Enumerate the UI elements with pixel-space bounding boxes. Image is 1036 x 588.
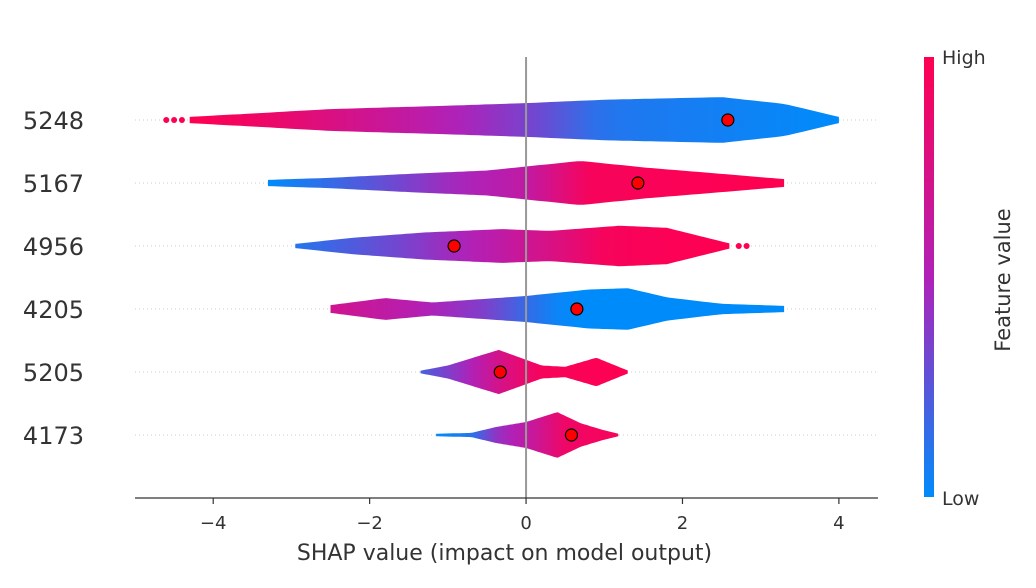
label-feature-4956: 4956 xyxy=(23,233,84,261)
outlier-point xyxy=(735,243,742,249)
colorbar-high-label: High xyxy=(942,47,986,69)
violin-feature-4956 xyxy=(295,225,730,267)
x-axis-title: SHAP value (impact on model output) xyxy=(297,541,712,566)
outlier-point xyxy=(178,117,185,123)
x-tick-label: −2 xyxy=(356,513,383,534)
x-ticks: −4 −2 0 2 4 xyxy=(200,498,845,534)
violin-feature-4173 xyxy=(436,412,619,458)
violins xyxy=(163,97,839,458)
label-feature-5167: 5167 xyxy=(23,170,84,198)
colorbar-low-label: Low xyxy=(942,488,979,510)
outlier-point xyxy=(171,117,178,123)
violin-feature-4205 xyxy=(330,288,785,330)
marker-feature-4956 xyxy=(447,239,461,253)
colorbar: High Low Feature value xyxy=(924,47,1015,510)
outlier-point xyxy=(743,243,750,249)
marker-feature-5167 xyxy=(631,176,645,190)
marker-feature-5248 xyxy=(721,113,735,127)
violin-feature-5248 xyxy=(189,97,839,143)
markers xyxy=(447,113,735,442)
marker-feature-4173 xyxy=(564,428,579,442)
outlier-point xyxy=(163,117,170,123)
marker-feature-4205 xyxy=(570,302,584,316)
label-feature-5205: 5205 xyxy=(23,359,84,387)
x-axis: −4 −2 0 2 4 SHAP value (impact on model outp… xyxy=(135,497,878,566)
colorbar-gradient xyxy=(924,57,934,497)
x-tick-label: −4 xyxy=(200,513,227,534)
label-feature-4173: 4173 xyxy=(23,422,84,450)
x-tick-label: 2 xyxy=(677,513,688,534)
x-tick-label: 4 xyxy=(833,513,844,534)
violin-feature-5205 xyxy=(420,349,628,395)
marker-feature-5205 xyxy=(493,365,507,379)
feature-labels: 5248 5167 4956 4205 5205 4173 xyxy=(23,107,84,450)
label-feature-5248: 5248 xyxy=(23,107,84,135)
label-feature-4205: 4205 xyxy=(23,296,84,324)
colorbar-title: Feature value xyxy=(991,208,1015,351)
x-tick-label: 0 xyxy=(520,513,531,534)
